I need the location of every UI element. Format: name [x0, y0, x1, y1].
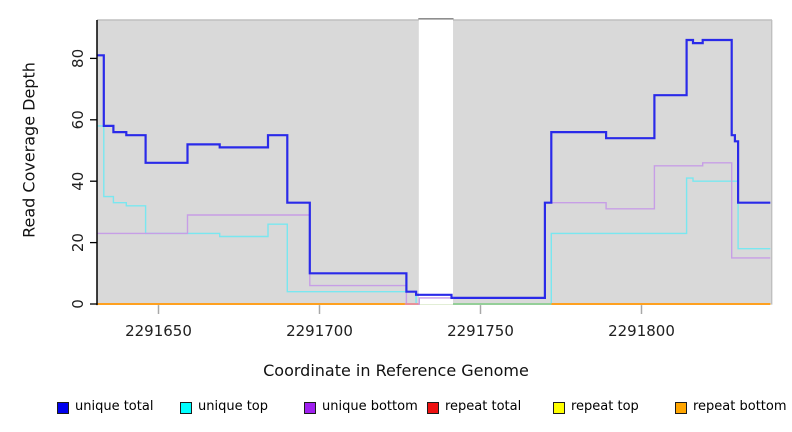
legend-label: unique top	[198, 399, 269, 414]
legend-label: repeat total	[445, 399, 522, 414]
y-tick-label: 0	[69, 299, 87, 309]
legend-label: repeat bottom	[693, 399, 787, 414]
series-line-unique-top	[97, 125, 771, 305]
legend-swatch-repeat-total	[427, 402, 439, 414]
legend: unique total unique top unique bottom repea…	[0, 396, 792, 424]
x-tick-label: 2291650	[125, 322, 192, 340]
legend-swatch-unique-top	[180, 402, 192, 414]
legend-swatch-unique-total	[57, 402, 69, 414]
x-tick-label: 2291800	[608, 322, 675, 340]
legend-swatch-unique-bottom	[304, 402, 316, 414]
x-axis-label: Coordinate in Reference Genome	[263, 361, 529, 380]
legend-label: unique total	[75, 399, 154, 414]
y-tick-label: 60	[69, 110, 87, 129]
y-tick-label: 20	[69, 233, 87, 252]
gap-unique-total-line	[417, 293, 454, 299]
coverage-gap	[418, 14, 454, 305]
y-axis-label: Read Coverage Depth	[19, 62, 39, 238]
legend-swatch-repeat-bottom	[675, 402, 687, 414]
legend-label: repeat top	[571, 399, 639, 414]
y-tick-label: 40	[69, 172, 87, 191]
legend-swatch-repeat-top	[553, 402, 565, 414]
legend-label: unique bottom	[322, 399, 418, 414]
x-tick-label: 2291750	[447, 322, 514, 340]
gap-unique-bottom-line	[418, 297, 454, 305]
x-tick-label: 2291700	[286, 322, 353, 340]
y-tick-label: 80	[69, 49, 87, 68]
